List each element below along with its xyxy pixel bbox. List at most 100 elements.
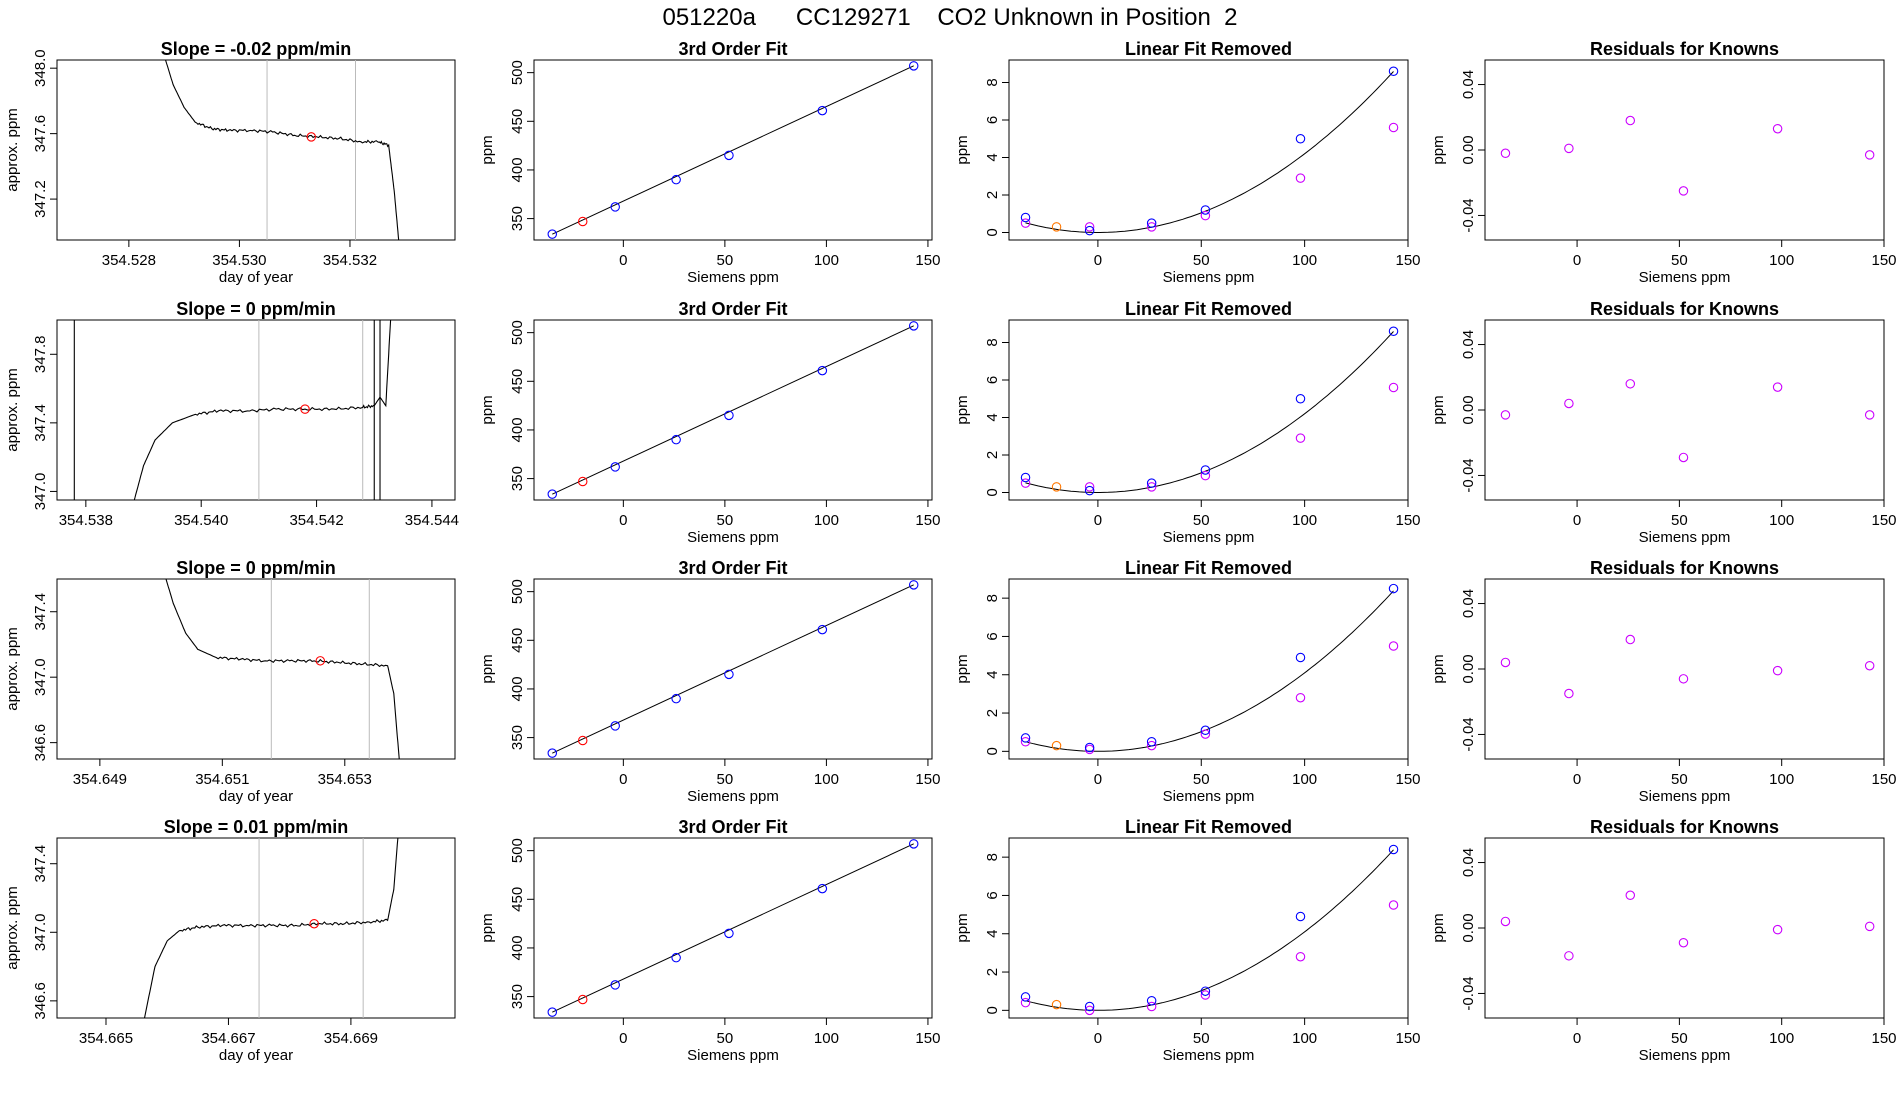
y-tick-label: 347.4 bbox=[32, 593, 49, 631]
y-tick-label: 0.04 bbox=[1460, 330, 1477, 359]
panel-linear_removed-row-1: Linear Fit Removed 0 50 100 150 Siemens ppm 0 2… bbox=[954, 39, 1421, 286]
standard-point bbox=[817, 365, 828, 376]
x-tick-label: 0 bbox=[1094, 771, 1102, 788]
x-axis-label: Siemens ppm bbox=[1163, 788, 1255, 805]
y-tick-label: 400 bbox=[509, 676, 526, 701]
x-tick-label: 0 bbox=[1573, 1030, 1581, 1047]
secondary-point bbox=[1084, 222, 1095, 232]
secondary-point bbox=[1200, 729, 1211, 739]
x-tick-label: 100 bbox=[814, 1030, 839, 1047]
standard-point bbox=[724, 410, 734, 421]
y-tick-label: -0.04 bbox=[1460, 198, 1477, 232]
y-tick-label: 4 bbox=[984, 413, 1001, 421]
y-tick-label: 500 bbox=[509, 60, 526, 85]
x-tick-label: 100 bbox=[1769, 512, 1794, 529]
y-tick-label: 400 bbox=[509, 417, 526, 442]
x-tick-label: 50 bbox=[1671, 771, 1688, 788]
standard-point bbox=[1388, 326, 1399, 336]
plot-frame bbox=[1484, 837, 1885, 1019]
standard-point bbox=[817, 624, 828, 635]
x-tick-label: 150 bbox=[1871, 771, 1896, 788]
residual-point bbox=[1864, 150, 1875, 160]
y-tick-label: 400 bbox=[509, 935, 526, 960]
x-tick-label: 100 bbox=[1292, 1030, 1317, 1047]
residual-point bbox=[1564, 143, 1574, 154]
standard-point bbox=[547, 1007, 558, 1017]
trace-line bbox=[165, 579, 400, 759]
secondary-point bbox=[1146, 1001, 1157, 1012]
secondary-point bbox=[1295, 692, 1306, 703]
residual-point bbox=[1625, 890, 1636, 901]
y-tick-label: 400 bbox=[509, 157, 526, 182]
y-axis-label: ppm bbox=[479, 913, 496, 942]
x-tick-label: 100 bbox=[1769, 252, 1794, 269]
plot-area bbox=[1500, 115, 1875, 196]
y-tick-label: -0.04 bbox=[1460, 717, 1477, 751]
x-tick-label: 100 bbox=[1769, 771, 1794, 788]
x-tick-label: 354.538 bbox=[59, 512, 113, 529]
y-tick-label: 2 bbox=[984, 709, 1001, 717]
x-tick-label: 354.542 bbox=[289, 512, 343, 529]
panel-title: Residuals for Knowns bbox=[1590, 299, 1779, 319]
residual-point bbox=[1500, 916, 1511, 927]
residual-point bbox=[1625, 115, 1636, 126]
panel-residuals-row-2: Residuals for Knowns 0 50 100 150 Siemens ppm… bbox=[1430, 299, 1897, 546]
secondary-point bbox=[1020, 997, 1031, 1008]
panel-title: Linear Fit Removed bbox=[1125, 558, 1292, 578]
x-tick-label: 354.530 bbox=[212, 252, 266, 269]
y-tick-label: 450 bbox=[509, 887, 526, 912]
panel-title: Residuals for Knowns bbox=[1590, 39, 1779, 59]
x-axis-label: Siemens ppm bbox=[687, 1047, 779, 1064]
y-tick-label: 346.6 bbox=[32, 724, 49, 762]
secondary-point bbox=[1146, 740, 1157, 751]
plot-frame bbox=[533, 59, 933, 241]
x-tick-label: 50 bbox=[1193, 1030, 1210, 1047]
plot-area bbox=[1020, 844, 1399, 1016]
x-tick-label: 150 bbox=[1871, 512, 1896, 529]
x-tick-label: 50 bbox=[717, 1030, 734, 1047]
x-tick-label: 0 bbox=[1573, 512, 1581, 529]
y-axis-label: approx. ppm bbox=[4, 627, 21, 710]
y-tick-label: 2 bbox=[984, 451, 1001, 459]
standard-point bbox=[1084, 225, 1095, 236]
panel-linear_removed-row-3: Linear Fit Removed 0 50 100 150 Siemens ppm 0 2… bbox=[954, 558, 1421, 805]
unknown-point bbox=[1051, 999, 1062, 1010]
plot-frame bbox=[1484, 59, 1885, 241]
y-tick-label: 0.04 bbox=[1460, 589, 1477, 618]
y-tick-label: 8 bbox=[984, 78, 1001, 86]
x-tick-label: 150 bbox=[1395, 771, 1420, 788]
plot-area bbox=[547, 580, 919, 758]
y-tick-label: 346.6 bbox=[32, 982, 49, 1020]
standard-point bbox=[1084, 742, 1095, 753]
x-tick-label: 100 bbox=[814, 512, 839, 529]
y-tick-label: 450 bbox=[509, 628, 526, 653]
x-tick-label: 0 bbox=[619, 512, 627, 529]
x-tick-label: 50 bbox=[1193, 512, 1210, 529]
y-tick-label: 0 bbox=[984, 228, 1001, 236]
y-axis-label: ppm bbox=[479, 654, 496, 683]
x-tick-label: 150 bbox=[1871, 1030, 1896, 1047]
unknown-sample-point bbox=[300, 404, 310, 414]
y-tick-label: 347.8 bbox=[32, 336, 49, 374]
secondary-point bbox=[1200, 990, 1211, 1000]
x-axis-label: Siemens ppm bbox=[1639, 788, 1731, 805]
standard-point bbox=[908, 580, 919, 590]
standard-point bbox=[1200, 205, 1211, 215]
standard-point bbox=[1084, 485, 1095, 496]
panel-title: 3rd Order Fit bbox=[678, 39, 787, 59]
standard-point bbox=[1020, 733, 1031, 743]
x-axis-label: Siemens ppm bbox=[1163, 529, 1255, 546]
quadratic-curve bbox=[1025, 590, 1394, 752]
x-tick-label: 354.540 bbox=[174, 512, 228, 529]
residual-point bbox=[1678, 452, 1689, 463]
standard-point bbox=[724, 928, 734, 939]
panel-linear_removed-row-4: Linear Fit Removed 0 50 100 150 Siemens ppm 0 2… bbox=[954, 817, 1421, 1064]
residual-point bbox=[1678, 674, 1689, 684]
panel-trace-row-3: Slope = 0 ppm/min 354.649 354.651 354.653 da… bbox=[4, 558, 456, 805]
x-axis-label: day of year bbox=[219, 788, 293, 805]
plot-frame bbox=[1484, 319, 1885, 501]
unknown-point bbox=[577, 994, 588, 1005]
secondary-point bbox=[1295, 951, 1306, 962]
secondary-point bbox=[1020, 218, 1031, 228]
